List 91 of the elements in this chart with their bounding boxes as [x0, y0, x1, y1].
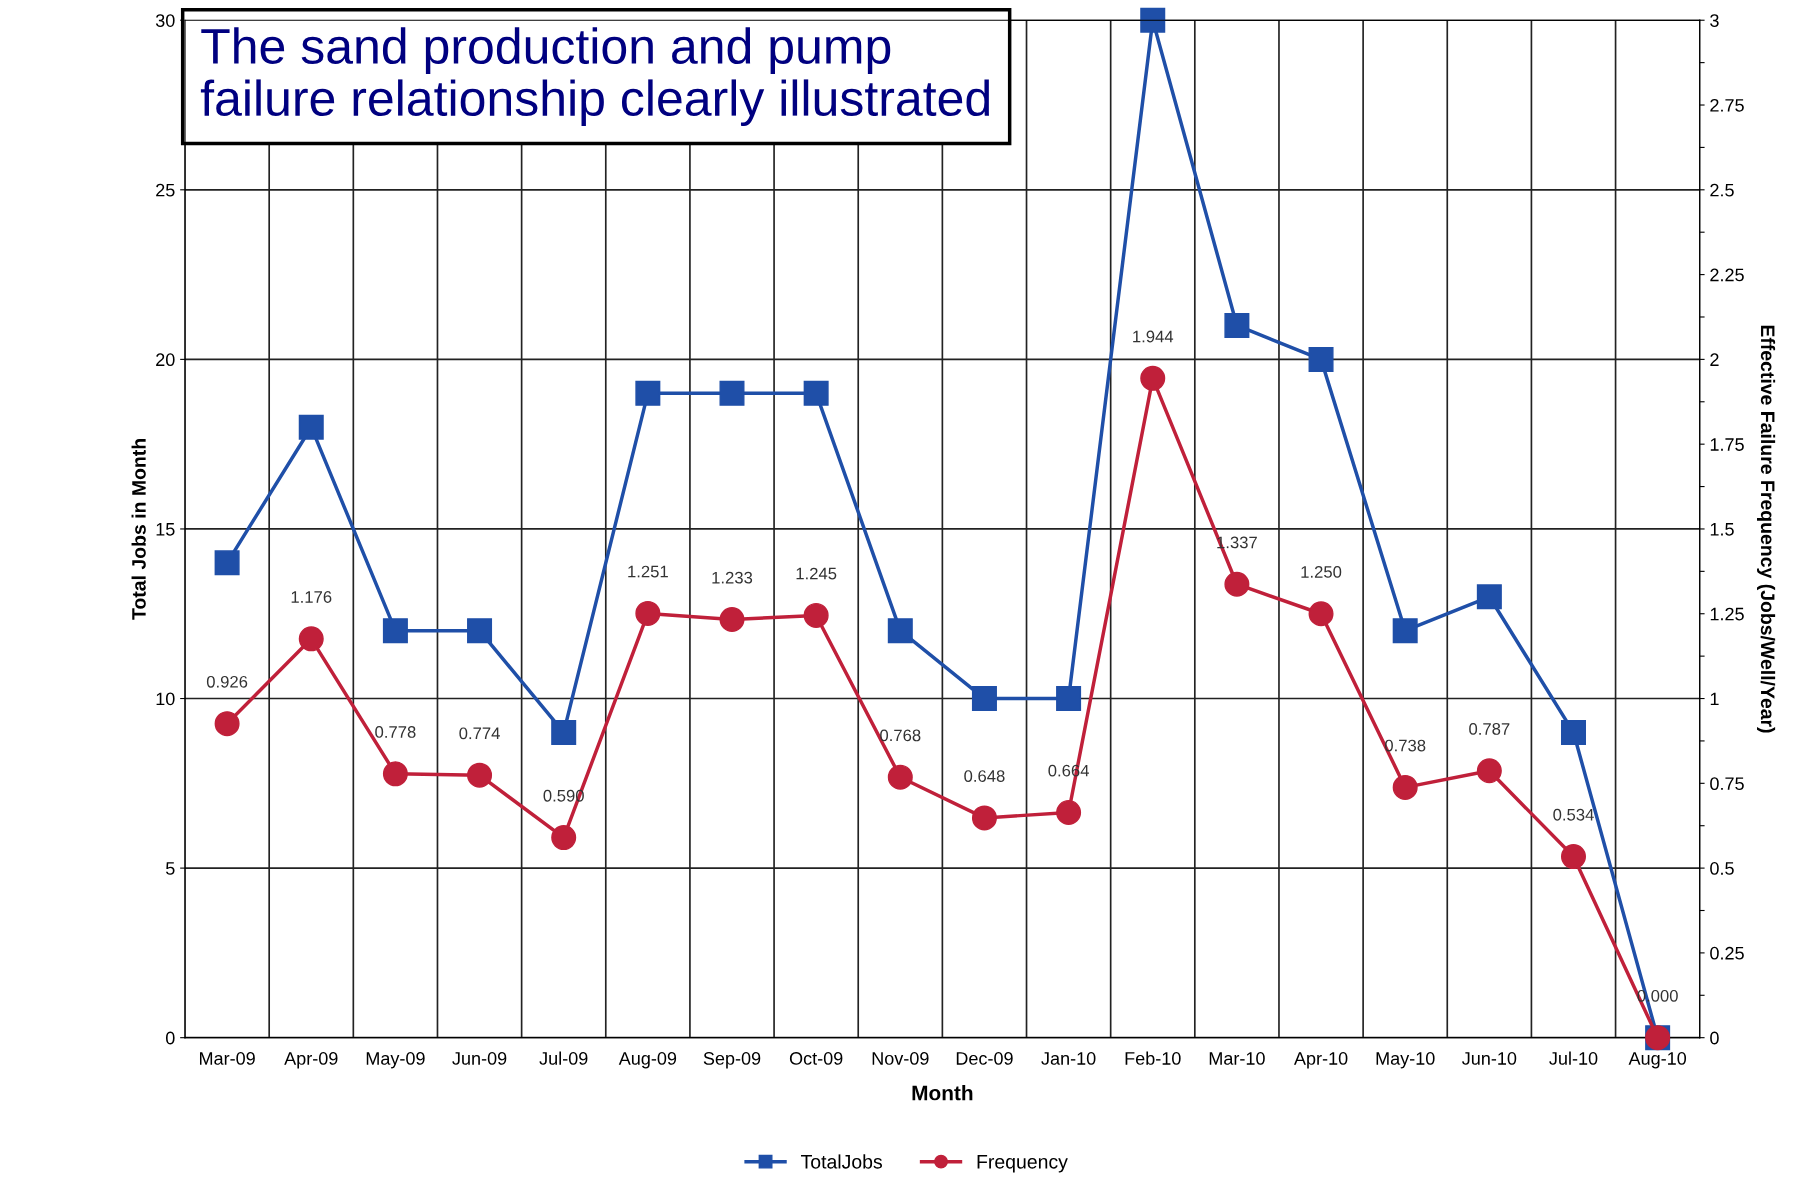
y-tick-label: 0: [165, 1031, 175, 1045]
x-tick-label: Apr-09: [284, 1052, 338, 1069]
point: [1392, 618, 1418, 644]
y2-tick-label: 1.5: [1710, 523, 1734, 536]
x-tick-label: Mar-09: [199, 1052, 255, 1065]
y2-axis-title: Effective Failure Frequency (Jobs/Well/Year): [1757, 325, 1776, 733]
x-tick-label: Oct-09: [789, 1052, 843, 1065]
point: [1056, 799, 1082, 825]
x-tick-label: Aug-09: [618, 1052, 677, 1069]
point: [719, 380, 745, 406]
x-tick-label: Nov-09: [872, 1052, 929, 1065]
text: The sand production and pump failure relationship clearly illustrated: [200, 27, 989, 127]
y2-tick-label: 1: [1710, 692, 1719, 706]
y-tick-label: 20: [156, 353, 175, 367]
point: [1140, 365, 1166, 391]
data-label: 0.778: [375, 726, 416, 738]
data-label: 1.251: [628, 565, 668, 578]
y-tick-label: 25: [156, 183, 175, 197]
y2-tick-label: 2: [1710, 353, 1719, 366]
x-tick-label: Jan-10: [1041, 1052, 1096, 1065]
y2-tick-label: 0.75: [1710, 777, 1744, 791]
y-tick-label: 15: [156, 523, 175, 536]
point: [382, 618, 408, 644]
data-label: 1.250: [1301, 565, 1342, 578]
y2-tick-label: 3: [1710, 14, 1719, 27]
point: [1140, 7, 1166, 33]
point: [298, 414, 324, 440]
y2-tick-label: 2.25: [1710, 268, 1744, 282]
y-tick-label: 10: [156, 692, 175, 706]
y2-tick-label: 0: [1710, 1031, 1719, 1045]
x-tick-label: Feb-10: [1125, 1051, 1181, 1065]
x-tick-label: Apr-10: [1293, 1052, 1348, 1069]
data-label: 0.926: [206, 675, 248, 688]
data-label: 1.176: [291, 591, 332, 603]
y-tick-label: 30: [155, 14, 175, 27]
point: [719, 607, 745, 633]
y2-tick-label: 2.5: [1710, 183, 1734, 197]
data-label: 0.768: [880, 729, 921, 742]
point: [887, 618, 913, 644]
point: [1476, 584, 1502, 610]
data-label: 1.944: [1133, 330, 1174, 343]
point: [971, 805, 997, 831]
y2-tick-label: 1.75: [1710, 438, 1744, 451]
legend-label: TotalJobs: [801, 1154, 882, 1169]
data-label: 1.233: [712, 571, 753, 584]
y2-tick-label: 0.5: [1710, 862, 1734, 875]
point: [298, 626, 324, 652]
point: [1224, 571, 1250, 597]
point: [635, 600, 661, 626]
point: [1392, 774, 1418, 800]
point: [803, 380, 829, 406]
point: [1308, 601, 1334, 627]
point: [1308, 346, 1334, 372]
x-tick-label: Jul-10: [1549, 1051, 1598, 1065]
x-tick-label: Jun-10: [1462, 1052, 1517, 1065]
data-label: 0.787: [1469, 723, 1510, 735]
x-tick-label: Sep-09: [703, 1052, 761, 1069]
x-tick-label: Mar-10: [1209, 1052, 1265, 1065]
point: [803, 602, 829, 628]
point: [214, 711, 240, 737]
point: [1560, 844, 1587, 870]
point: [635, 380, 661, 406]
point: [1476, 758, 1502, 784]
y2-tick-label: 0.25: [1710, 946, 1744, 960]
x-tick-label: Dec-09: [956, 1052, 1013, 1065]
point: [551, 719, 577, 745]
point: [887, 764, 913, 790]
x-tick-label: May-10: [1376, 1052, 1435, 1069]
legend-label: Frequency: [977, 1155, 1068, 1173]
x-tick-label: May-09: [366, 1052, 425, 1069]
y2-tick-label: 2.75: [1710, 98, 1744, 112]
y-axis-title: Total Jobs in Month: [131, 439, 146, 620]
x-tick-label: Jun-09: [452, 1052, 507, 1065]
point: [551, 825, 577, 851]
x-tick-label: Aug-10: [1628, 1052, 1687, 1069]
point: [1560, 719, 1587, 745]
point: [1056, 686, 1082, 712]
data-label: 0.774: [459, 727, 500, 740]
data-label: 0.648: [964, 770, 1005, 782]
data-label: 0.534: [1553, 808, 1594, 821]
point: [1224, 312, 1250, 338]
point: [382, 761, 408, 787]
y-tick-label: 5: [165, 862, 175, 875]
y2-tick-label: 1.25: [1710, 607, 1744, 621]
x-tick-label: Jul-09: [539, 1051, 588, 1065]
point: [467, 762, 493, 788]
x-axis-title: Month: [912, 1085, 973, 1101]
point: [467, 618, 493, 644]
data-label: 1.245: [796, 567, 837, 580]
point: [214, 550, 240, 576]
point: [971, 686, 997, 712]
